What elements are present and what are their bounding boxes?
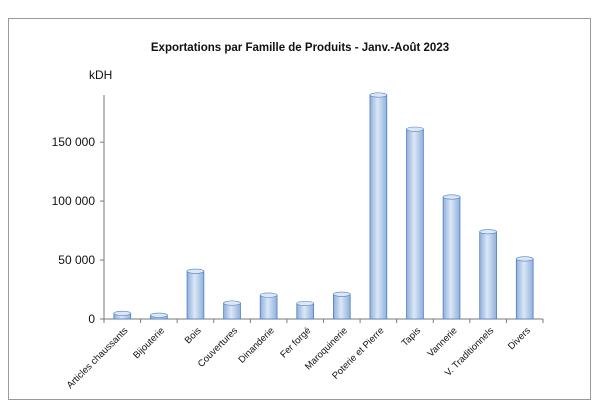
chart-title: Exportations par Famille de Produits - J… xyxy=(150,42,450,54)
bar-body xyxy=(515,258,534,320)
bar-top-cap xyxy=(186,268,205,274)
bar-top-cap xyxy=(515,256,534,262)
y-tick-label: 50 000 xyxy=(58,253,95,267)
bar-top-cap xyxy=(259,292,278,298)
bar-top-cap xyxy=(333,291,351,297)
x-category-label: Vannerie xyxy=(425,325,459,359)
bar-body xyxy=(259,294,278,320)
y-tick-label: 150 000 xyxy=(52,135,96,149)
bar xyxy=(150,312,168,320)
x-category-label: Articles chaussants xyxy=(65,325,131,391)
bar-body xyxy=(442,196,461,320)
bar xyxy=(479,229,497,320)
bar-top-cap xyxy=(113,310,132,316)
y-tick-label: 0 xyxy=(88,312,95,326)
bar-body xyxy=(186,270,205,320)
x-category-label: Fer forgé xyxy=(278,325,313,360)
bar xyxy=(332,291,351,320)
bar-body xyxy=(369,94,388,320)
bar-top-cap xyxy=(406,126,424,132)
x-category-label: Dinanderie xyxy=(236,325,276,365)
bar xyxy=(369,92,388,320)
bar-top-cap xyxy=(479,229,497,235)
bar xyxy=(259,292,278,320)
bar-top-cap xyxy=(442,194,461,200)
bar-body xyxy=(406,128,424,320)
x-category-label: Tapis xyxy=(400,325,424,349)
y-unit-label: kDH xyxy=(89,68,113,82)
bar-top-cap xyxy=(369,92,388,98)
bar-body xyxy=(479,231,497,320)
bar-top-cap xyxy=(296,300,314,306)
bar xyxy=(223,300,241,320)
bar-top-cap xyxy=(223,300,241,306)
bar xyxy=(406,126,424,320)
x-category-label: Couvertures xyxy=(196,325,241,370)
x-category-label: Divers xyxy=(506,325,533,352)
bar xyxy=(442,194,461,320)
bar-body xyxy=(332,293,351,320)
y-tick-label: 100 000 xyxy=(52,194,96,208)
bar-top-cap xyxy=(150,312,168,318)
bar xyxy=(296,300,315,320)
x-category-label: Bijouterie xyxy=(131,325,167,361)
bar xyxy=(186,268,205,320)
bar xyxy=(113,310,132,320)
bar xyxy=(515,256,534,320)
chart-frame xyxy=(8,18,591,400)
x-category-label: Bois xyxy=(183,325,204,346)
